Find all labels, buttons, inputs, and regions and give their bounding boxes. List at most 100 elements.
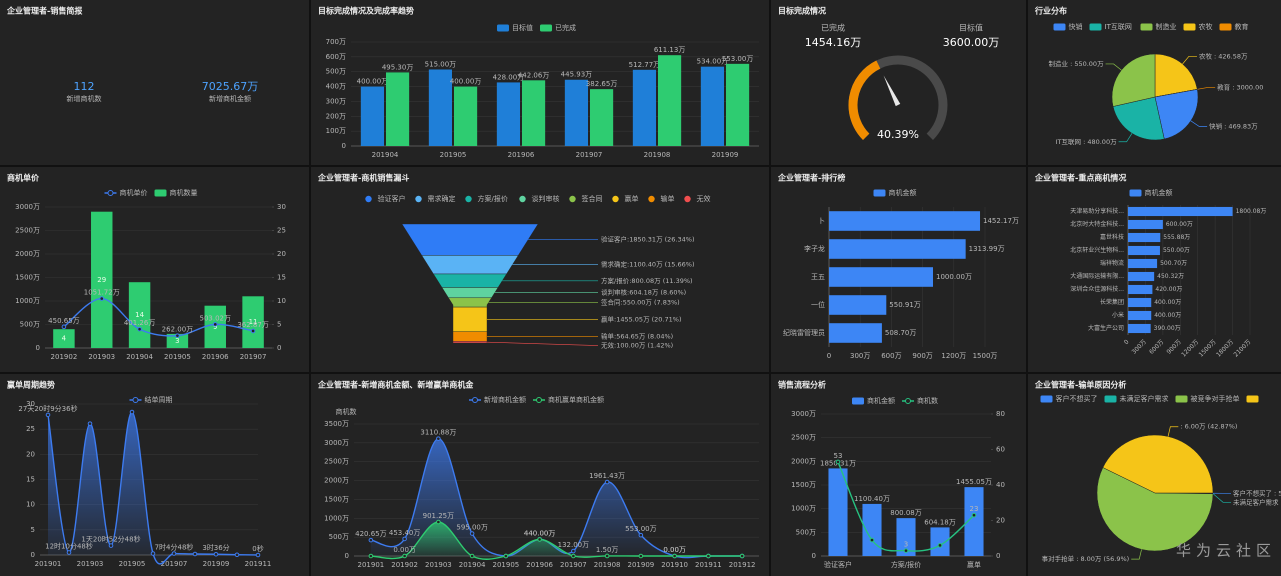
x-tick-label: 201911 [695,561,722,569]
data-label: 440.00万 [524,529,556,537]
y-tick-label: 3000万 [15,203,40,211]
panel-title: 目标完成情况 [778,6,826,16]
legend-symbol [540,24,552,32]
data-label: 制造业 : 550.00万 [1049,59,1105,68]
data-label: 1313.99万 [969,245,1005,253]
x-tick-label: 1500万 [973,352,998,360]
data-label: 428.00万 [493,73,525,81]
data-label: 515.00万 [425,60,457,68]
funnel-segment [452,341,488,344]
line-point [175,333,180,338]
legend-symbol [873,189,886,197]
data-label: 262.00万 [162,326,194,334]
x-tick-label: 201907 [240,353,267,361]
legend-label: 被竞争对手抢单 [1191,394,1240,403]
data-label: 53 [834,452,843,460]
y-tick-label: 500万 [326,68,346,76]
data-label: 农牧 : 426.58万 [1199,51,1248,60]
data-label: 0.00万 [663,546,686,554]
y-tick-label: 15 [26,476,35,484]
line-point [402,536,407,542]
line-point [213,551,219,557]
data-label: 553.00万 [722,55,754,63]
y-tick-label: 北京轩业兴生物科... [1070,246,1124,254]
bar [829,239,966,259]
line-point [638,553,644,559]
x-tick-label: 0 [827,352,831,360]
x-tick-label: 201910 [661,561,688,569]
y-tick-label: 3000万 [324,439,349,447]
y-tick-label: 300万 [326,97,346,105]
line-area [48,412,258,564]
bar [1128,284,1153,295]
x-tick-label: 201908 [594,561,621,569]
legend-symbol [1219,23,1232,31]
legend-symbol [1053,23,1066,31]
line-point [402,553,407,559]
data-label: 362.87万 [237,321,269,329]
legend-symbol [1089,23,1102,31]
legend-label: 快销 [1069,22,1083,31]
line-point [604,553,610,559]
data-label: 3时36分 [202,543,229,552]
y-tick-label: 0 [812,552,816,560]
panel-background [0,0,309,165]
x-tick-label: 201904 [372,151,399,159]
legend-label: 商机金额 [867,396,895,405]
data-label: 420.65万 [355,530,387,538]
panel-title: 企业管理者-输单原因分析 [1034,380,1126,390]
label-line [1118,133,1133,143]
data-label: 方案/报价:800.08万 (11.39%) [601,276,693,285]
y2-tick-label: 20 [277,250,286,258]
panel-title: 行业分布 [1034,6,1067,16]
y-tick-label: 一位 [811,300,825,309]
legend-symbol [415,195,422,203]
x-tick-label: 201905 [493,561,520,569]
bar [829,323,882,343]
legend-label: 商机金额 [889,188,917,197]
legend-symbol [472,397,478,403]
funnel-segment [433,273,507,288]
x-tick-label: 201904 [459,561,486,569]
bar [166,333,189,348]
data-label: 132.00万 [558,541,590,549]
data-label: 29 [97,276,106,284]
legend-symbol [519,195,526,203]
line-point [255,552,261,558]
data-label: 3110.88万 [420,429,456,437]
data-label: 595.00万 [456,524,488,532]
bar [1128,245,1160,256]
line [370,521,743,560]
pie-slice [1096,467,1214,552]
y-tick-label: 天津易助分享科技... [1070,207,1124,215]
legend-label: 未满足客户需求 [1120,394,1169,403]
legend-symbol [1183,23,1196,31]
legend-symbol [1175,395,1188,403]
data-label: 611.13万 [654,46,686,54]
bar [91,211,113,348]
data-label: 客户不想买了 : 5 [1233,488,1281,497]
legend-symbol [612,195,619,203]
y-tick-label: 李子龙 [804,244,825,253]
y-tick-label: 3500万 [324,420,349,428]
legend-symbol [1140,23,1153,31]
y-tick-label: 500万 [20,321,40,329]
data-label: 输单:564.65万 (8.04%) [601,332,673,341]
legend-label: IT互联网 [1105,22,1132,31]
line-area [370,522,743,560]
data-label: 3 [904,541,908,549]
data-label: 550.00万 [1163,247,1190,254]
line-point [234,552,240,558]
data-label: 27天20时9分36秒 [18,404,77,413]
data-label: 401.26万 [124,319,156,327]
y2-tick-label: 80 [996,410,1005,418]
bar [53,329,75,348]
y-tick-label: 0 [36,344,40,352]
line-point [971,512,977,518]
data-label: 1961.43万 [589,472,625,480]
x-tick-label: 201907 [560,561,587,569]
